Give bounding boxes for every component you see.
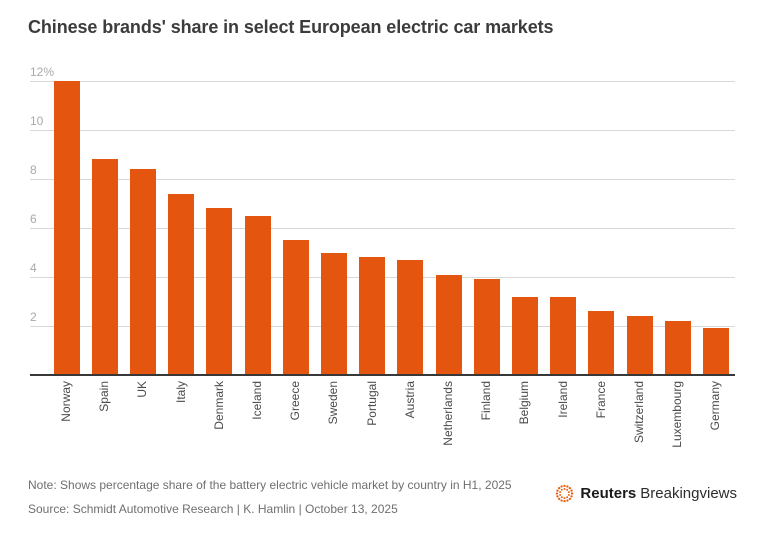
y-tick-label-8: 8 [30,163,37,177]
bar-denmark [206,208,233,375]
x-tick-label-ireland: Ireland [555,381,570,418]
x-tick-label-iceland: Iceland [250,381,264,420]
x-tick-label-greece: Greece [288,381,303,421]
bar-france [588,311,615,375]
x-tick-label-luxembourg: Luxembourg [670,381,685,448]
bar-finland [473,279,500,375]
x-tick-label-portugal: Portugal [364,381,379,426]
x-tick-label-finland: Finland [479,381,494,421]
bar-portugal [359,257,386,375]
bar-ireland [550,296,577,375]
x-tick-label-belgium: Belgium [517,381,532,425]
x-tick-label-sweden: Sweden [326,381,341,425]
bar-luxembourg [664,321,691,375]
y-tick-label-2: 2 [30,310,37,324]
bar-italy [168,193,195,375]
bar-netherlands [435,274,462,375]
bar-germany [702,328,729,375]
bar-uk [129,169,156,375]
x-tick-label-switzerland: Switzerland [632,381,646,444]
x-tick-label-spain: Spain [97,381,112,412]
y-tick-label-4: 4 [30,261,37,275]
x-tick-label-italy: Italy [173,381,188,404]
bar-spain [91,159,118,375]
x-tick-label-germany: Germany [708,381,723,431]
bar-iceland [244,215,271,375]
gridline-10 [30,130,735,131]
x-tick-label-denmark: Denmark [211,381,226,430]
x-tick-label-austria: Austria [402,381,417,419]
x-tick-label-netherlands: Netherlands [441,381,455,446]
gridline-6 [30,228,735,229]
x-tick-label-norway: Norway [59,381,73,422]
bar-belgium [511,296,538,375]
bar-norway [53,81,80,375]
y-tick-label-6: 6 [30,212,37,226]
chart-source: Source: Schmidt Automotive Research | K.… [28,502,398,516]
x-tick-label-france: France [593,381,608,419]
gridline-8 [30,179,735,180]
bar-greece [282,240,309,375]
x-tick-label-uk: UK [135,381,150,398]
y-tick-label-12: 12% [30,65,55,79]
reuters-logo-icon [556,484,574,503]
chart-note: Note: Shows percentage share of the batt… [28,478,512,492]
gridline-12 [30,81,735,82]
reuters-breakingviews-logo: Reuters Breakingviews [555,484,737,503]
bar-switzerland [626,316,653,375]
brand-reuters-label: Reuters [580,485,637,502]
bar-sweden [320,252,347,375]
chart-title: Chinese brands' share in select European… [28,17,554,37]
brand-breakingviews-label: Breakingviews [640,485,737,502]
x-axis-line [30,374,735,376]
bar-austria [397,259,424,375]
y-tick-label-10: 10 [30,114,44,128]
